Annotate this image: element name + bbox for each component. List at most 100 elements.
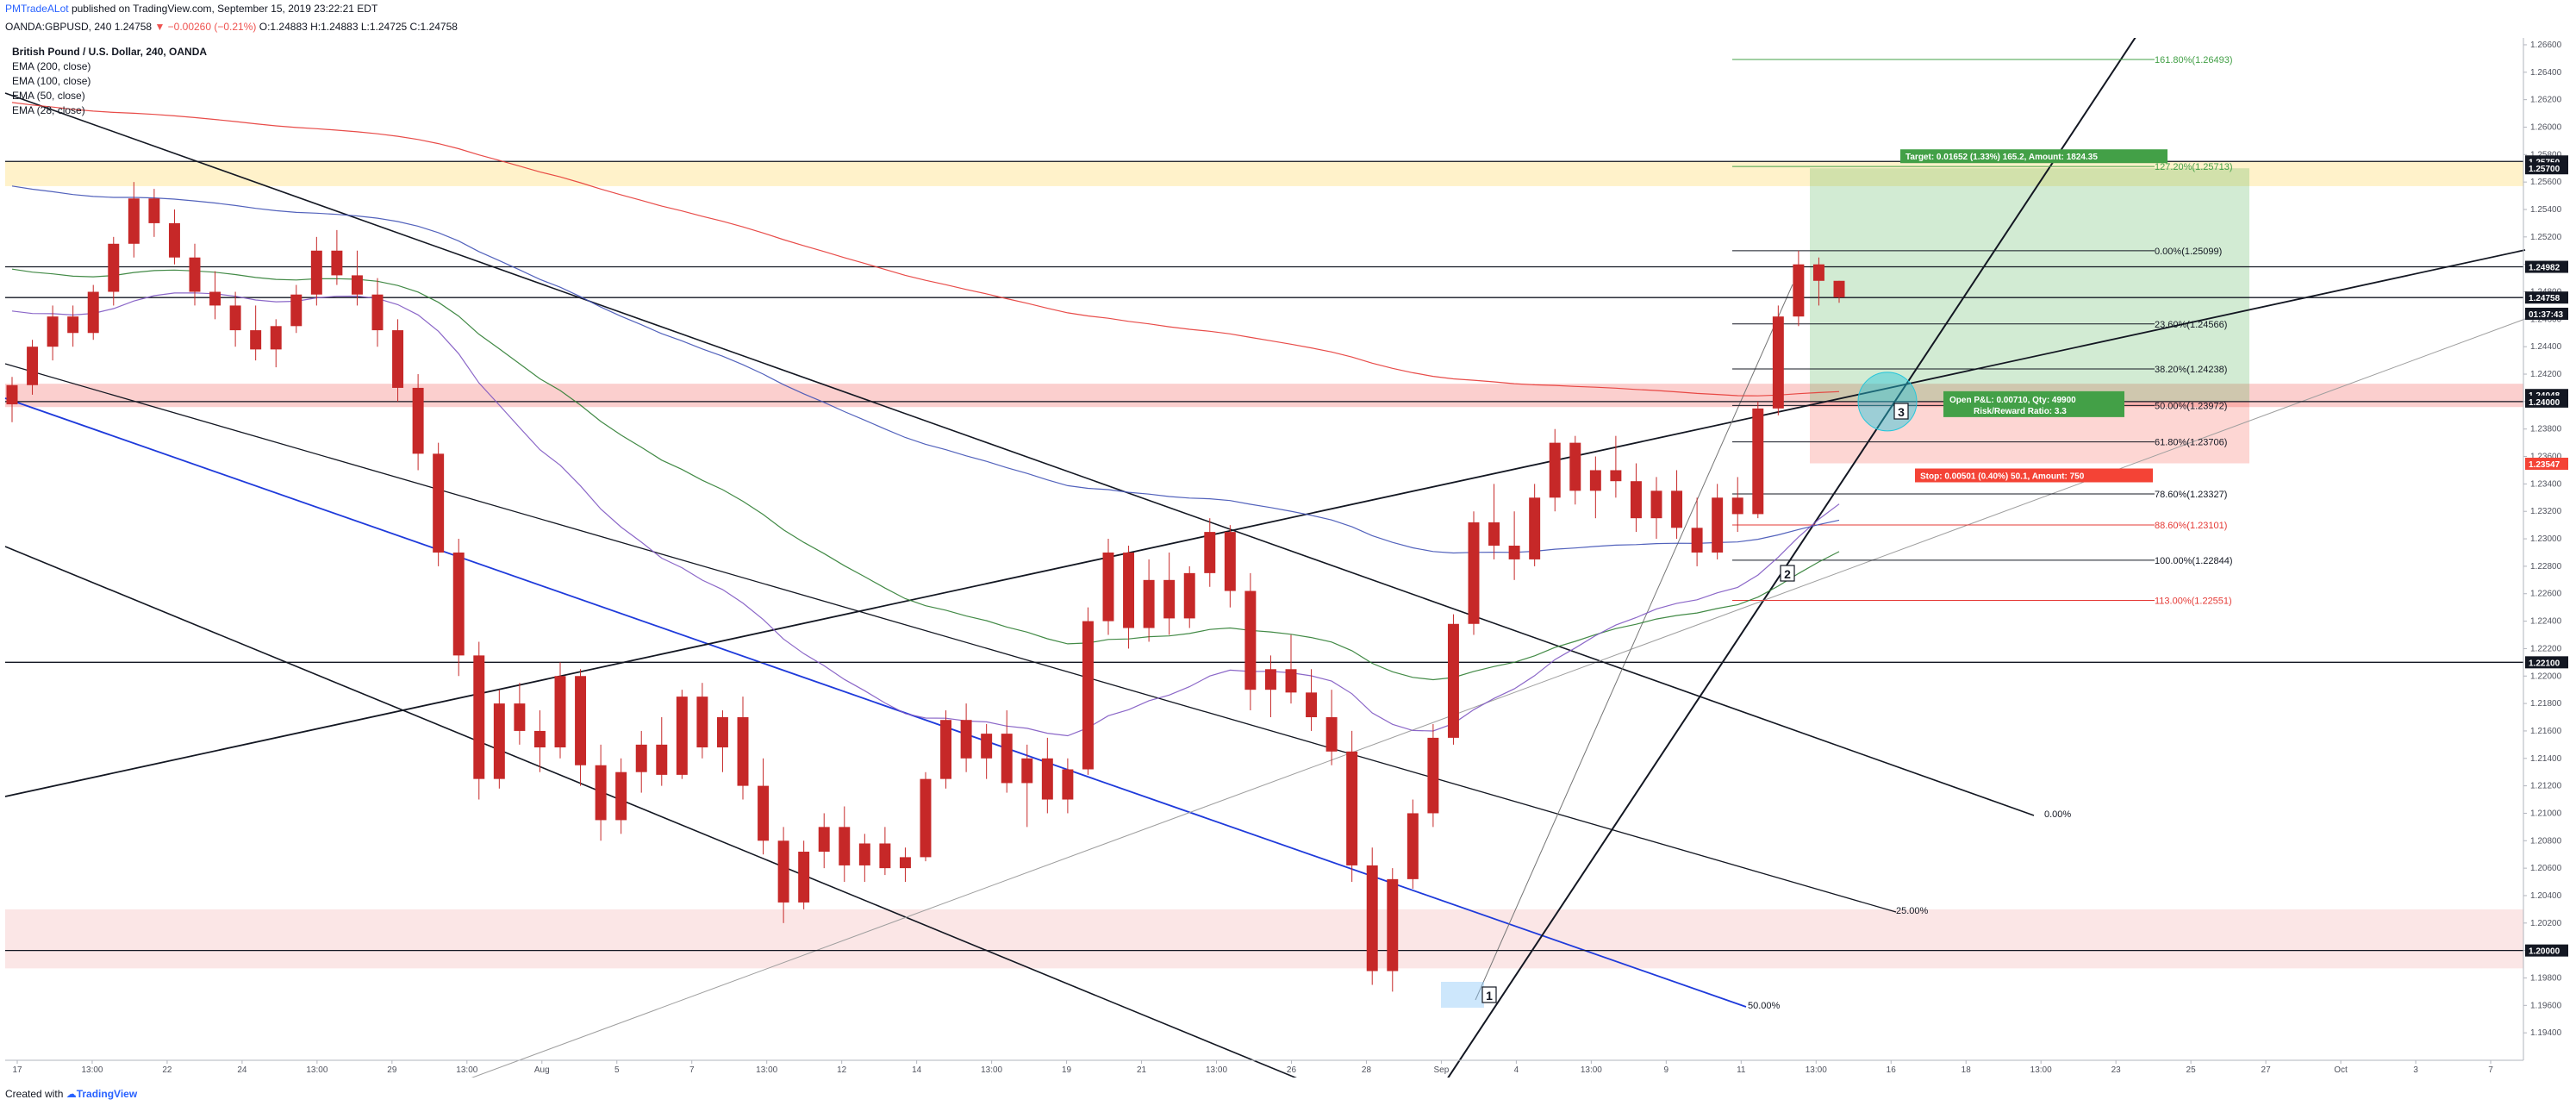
candle <box>452 539 465 677</box>
candle <box>331 229 343 285</box>
annotations: Target: 0.01652 (1.33%) 165.2, Amount: 1… <box>1441 149 2167 1008</box>
ema200-line <box>11 102 1840 397</box>
time-tick-label: 28 <box>1362 1065 1372 1075</box>
candle <box>1102 539 1114 635</box>
candle <box>1062 758 1074 814</box>
candle <box>351 250 363 306</box>
price-tick-label: 1.24200 <box>2530 370 2562 379</box>
candle <box>1468 511 1480 635</box>
candle <box>1569 435 1581 505</box>
candle <box>1387 868 1399 992</box>
legend-title: British Pound / U.S. Dollar, 240, OANDA <box>12 46 208 58</box>
stop-label-bg <box>1915 468 2153 483</box>
axes: 1.26600 1.26400 1.26200 1.26000 1.25800 1.256… <box>5 38 2568 1075</box>
legend-ema200: EMA (200, close) <box>12 60 91 72</box>
candle-body <box>1062 769 1074 800</box>
price-chart[interactable]: 0.00% 25.00% 50.00% 161.80%(1.26493) 127.20… <box>0 38 2576 1078</box>
candle-body <box>1285 669 1297 693</box>
candle <box>920 772 932 862</box>
candle <box>1812 257 1824 306</box>
price-tag-text: 1.24000 <box>2529 398 2560 408</box>
price-tick-label: 1.22800 <box>2530 562 2562 572</box>
candle-body <box>412 387 424 454</box>
time-tick-label: 13:00 <box>2030 1065 2052 1075</box>
author-link[interactable]: PMTradeALot <box>5 3 69 15</box>
candle-body <box>1508 546 1520 559</box>
candle-body <box>1123 552 1135 628</box>
candle <box>1021 744 1033 828</box>
candle <box>1204 518 1216 587</box>
candle-body <box>1731 497 1743 515</box>
candle-body <box>310 250 322 295</box>
candle-body <box>1041 758 1053 800</box>
price-tick-label: 1.25600 <box>2530 178 2562 187</box>
publish-line: PMTradeALot published on TradingView.com… <box>5 3 377 15</box>
open-pl-bg <box>1943 390 2124 417</box>
candle <box>1143 559 1155 642</box>
candle-body <box>1610 470 1622 482</box>
candle-body <box>128 198 140 244</box>
candle-body <box>818 827 830 853</box>
candle <box>1325 690 1338 765</box>
candle-body <box>1650 490 1662 519</box>
candle <box>758 758 770 855</box>
ema100-line <box>11 185 1840 554</box>
fib-level-label: 161.80%(1.26493) <box>2155 55 2233 66</box>
candle-body <box>1325 717 1338 752</box>
price-tag: 1.20000 <box>2525 944 2568 957</box>
time-tick-label: 23 <box>2111 1065 2122 1075</box>
candle <box>392 319 404 402</box>
time-tick-label: Aug <box>534 1065 550 1075</box>
channel-line-blue <box>4 397 1747 1008</box>
time-tick-label: 12 <box>837 1065 847 1075</box>
candle-body <box>514 703 526 731</box>
stop-label: Stop: 0.00501 (0.40%) 50.1, Amount: 750 <box>1915 468 2153 483</box>
candle <box>716 710 728 772</box>
open-pl-text: Open P&L: 0.00710, Qty: 49900 <box>1949 396 2076 405</box>
price-tag-text: 1.20000 <box>2529 947 2560 957</box>
candle-body <box>1772 316 1784 409</box>
candle-body <box>452 552 465 656</box>
candle-body <box>270 326 282 350</box>
price-tick-label: 1.26000 <box>2530 122 2562 132</box>
tradingview-brand[interactable]: TradingView <box>76 1088 138 1100</box>
trend-line-rising <box>4 249 2526 797</box>
price-tick-label: 1.25400 <box>2530 205 2562 215</box>
legend: British Pound / U.S. Dollar, 240, OANDA … <box>12 45 207 118</box>
candle-body <box>1407 813 1419 879</box>
candle <box>1731 477 1743 533</box>
candle-body <box>696 697 708 748</box>
candle-body <box>6 384 18 405</box>
price-tick-label: 1.23800 <box>2530 425 2562 434</box>
candle-body <box>899 857 911 869</box>
time-tick-label: 4 <box>1514 1065 1519 1075</box>
candle <box>818 813 830 869</box>
ohlc-values: O:1.24883 H:1.24883 L:1.24725 C:1.24758 <box>259 21 458 33</box>
candle <box>1244 572 1257 711</box>
candle <box>1508 511 1520 580</box>
published-text: published on TradingView.com, September … <box>71 3 378 15</box>
legend-ema100: EMA (100, close) <box>12 75 91 87</box>
candle-body <box>1427 737 1439 814</box>
publish-header: PMTradeALot published on TradingView.com… <box>0 0 2576 38</box>
target-label-text: Target: 0.01652 (1.33%) 165.2, Amount: 1… <box>1905 153 2098 162</box>
candle <box>1650 477 1662 540</box>
target-zone <box>1810 168 2249 402</box>
price-tag: 1.25700 <box>2525 162 2568 175</box>
candle <box>1630 463 1642 533</box>
time-tick-label: Oct <box>2334 1065 2348 1075</box>
candle-body <box>27 347 39 385</box>
price-tag-bg <box>2525 457 2568 470</box>
candle <box>858 834 870 883</box>
ema28-line <box>11 292 1840 737</box>
candle <box>1833 280 1845 303</box>
fib-level-label: 0.00%(1.25099) <box>2155 247 2222 257</box>
candle <box>960 703 972 772</box>
candle <box>1001 710 1013 793</box>
candle <box>635 730 647 793</box>
candle <box>595 744 607 841</box>
price-tag-bg <box>2525 395 2568 408</box>
price-tick-label: 1.19800 <box>2530 973 2562 983</box>
trend-line-thin <box>1475 284 1793 1001</box>
candle <box>575 669 587 786</box>
